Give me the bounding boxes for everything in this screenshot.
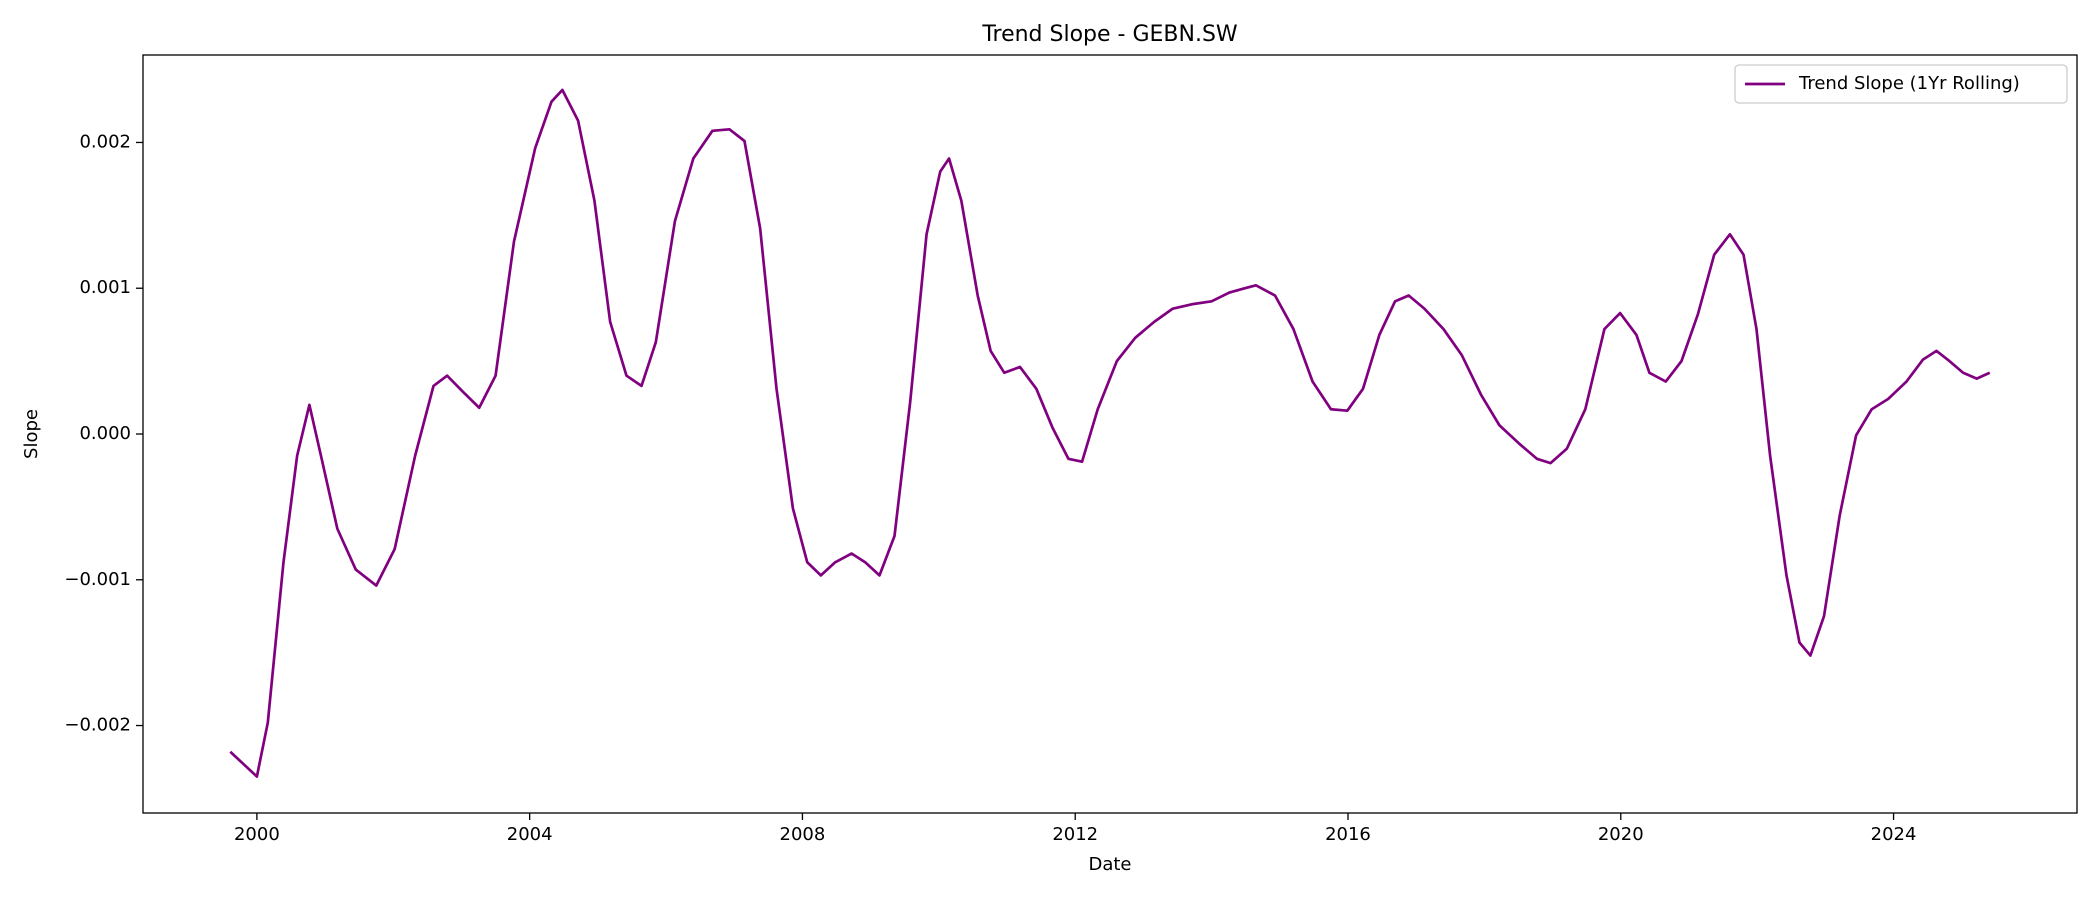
y-axis-label: Slope [21,409,42,459]
x-tick-label: 2024 [1871,824,1917,845]
y-tick-label: 0.000 [79,423,131,444]
x-tick-label: 2008 [780,824,826,845]
x-axis-label: Date [1088,854,1131,875]
x-tick-label: 2016 [1325,824,1371,845]
x-tick-label: 2020 [1598,824,1644,845]
plot-frame [142,54,2078,814]
y-tick-label: 0.001 [79,277,131,298]
y-tick-label: −0.002 [64,715,131,736]
chart-title: Trend Slope - GEBN.SW [981,22,1238,47]
legend-label: Trend Slope (1Yr Rolling) [1798,73,2020,94]
y-tick-label: 0.002 [79,131,131,152]
x-tick-label: 2004 [507,824,553,845]
x-tick-label: 2000 [234,824,280,845]
legend-box [1734,64,2068,104]
data-line [229,88,1991,778]
y-tick-label: −0.001 [64,569,131,590]
x-tick-label: 2012 [1052,824,1098,845]
